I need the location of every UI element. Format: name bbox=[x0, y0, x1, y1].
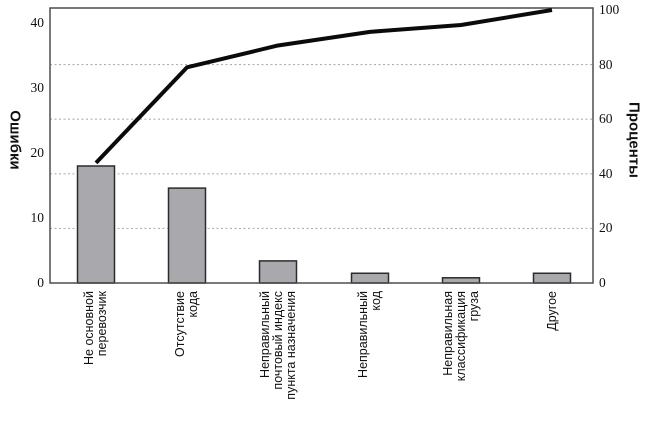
bar bbox=[258, 260, 298, 284]
category-label: Неправильный почтовый индекс пункта назнач… bbox=[257, 291, 298, 400]
left-axis-tick-label: 0 bbox=[37, 275, 44, 290]
left-axis-tick-label: 10 bbox=[30, 210, 45, 225]
bar bbox=[441, 277, 481, 284]
category-label: Другое bbox=[544, 291, 559, 331]
right-axis-tick-label: 40 bbox=[599, 165, 613, 181]
bar bbox=[76, 165, 116, 284]
right-axis-tick-label: 0 bbox=[599, 275, 606, 290]
right-axis-tick-label: 100 bbox=[599, 2, 620, 17]
bar bbox=[532, 272, 572, 284]
plot-border bbox=[49, 7, 594, 284]
bar bbox=[350, 272, 390, 284]
category-label: Отсутствие кода bbox=[173, 291, 200, 357]
left-axis-tick-label: 40 bbox=[30, 15, 45, 30]
bar bbox=[167, 187, 207, 284]
category-label: Не основной перевозчик bbox=[82, 291, 109, 365]
left-axis-tick-label: 20 bbox=[30, 145, 45, 160]
right-axis-tick-label: 60 bbox=[599, 111, 613, 127]
category-label: Неправильная классификация груза bbox=[440, 291, 481, 382]
cumulative-line bbox=[94, 8, 553, 165]
right-axis-tick-label: 20 bbox=[599, 220, 613, 236]
left-axis-tick-label: 30 bbox=[30, 80, 45, 95]
right-axis-tick-label: 80 bbox=[599, 56, 613, 72]
category-label: Неправильный код bbox=[356, 291, 383, 378]
